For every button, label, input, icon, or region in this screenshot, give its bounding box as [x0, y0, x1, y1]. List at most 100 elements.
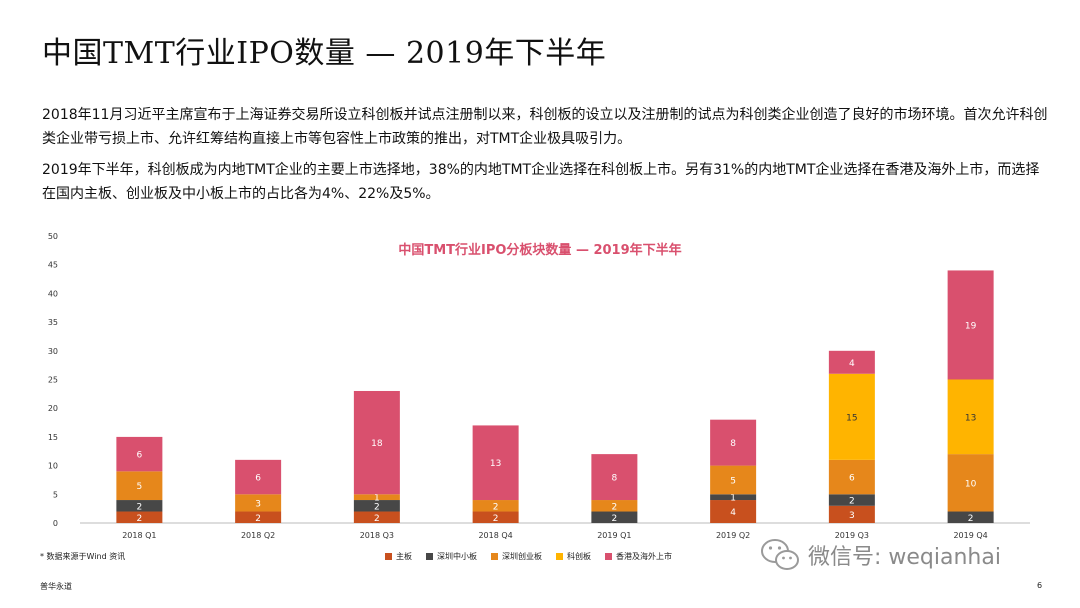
legend-item: 主板 [385, 551, 412, 562]
bar-data-label: 2 [493, 514, 499, 524]
bar-data-label: 2 [612, 514, 618, 524]
bar-segment [828, 494, 875, 506]
legend-item: 科创板 [556, 551, 591, 562]
bar-data-label: 15 [846, 413, 857, 423]
bar-data-label: 8 [612, 474, 618, 484]
chart-legend: 主板 深圳中小板 深圳创业板 科创板 香港及海外上市 [385, 551, 672, 562]
y-tick-label: 10 [48, 462, 58, 471]
x-tick-label: 2018 Q1 [122, 531, 156, 540]
bar-segment [710, 500, 757, 523]
wechat-icon [761, 539, 799, 570]
bar-segment [591, 454, 638, 501]
bar-data-label: 2 [849, 497, 855, 507]
bar-segment [353, 500, 400, 512]
bar-segment [947, 511, 994, 523]
x-tick-label: 2019 Q3 [835, 531, 869, 540]
x-tick-label: 2018 Q3 [360, 531, 394, 540]
chart-title: 中国TMT行业IPO分板块数量 — 2019年下半年 [398, 242, 681, 258]
bar-data-label: 19 [965, 321, 977, 331]
bar-data-label: 13 [965, 413, 976, 423]
brand-name: 普华永道 [40, 582, 72, 591]
x-tick-label: 2019 Q1 [597, 531, 631, 540]
bar-data-label: 2 [255, 514, 261, 524]
bar-segment [828, 373, 875, 460]
legend-label: 主板 [396, 552, 412, 561]
x-tick-label: 2018 Q4 [478, 531, 512, 540]
legend-label: 深圳创业板 [502, 552, 542, 561]
y-tick-label: 20 [48, 404, 58, 413]
wechat-id-text: 微信号: weqianhai [808, 545, 1001, 570]
data-source-footnote: * 数据来源于Wind 资讯 [40, 552, 126, 561]
bar-segment [116, 500, 163, 512]
bar-data-label: 1 [374, 494, 380, 504]
intro-paragraph-2: 2019年下半年，科创板成为内地TMT企业的主要上市选择地，38%的内地TMT企… [42, 162, 1040, 202]
legend-item: 深圳创业板 [491, 551, 542, 562]
bar-data-label: 2 [493, 502, 499, 512]
bar-segment [591, 500, 638, 512]
legend-swatch [385, 553, 392, 560]
y-tick-label: 0 [53, 519, 58, 528]
y-tick-label: 5 [53, 490, 58, 499]
bar-data-label: 2 [137, 502, 143, 512]
bar-data-label: 13 [490, 459, 501, 469]
y-tick-label: 35 [48, 318, 58, 327]
bar-segment [947, 270, 994, 380]
legend-swatch [491, 553, 498, 560]
bar-data-label: 2 [374, 514, 380, 524]
wechat-watermark: 微信号: weqianhai [760, 538, 1001, 572]
legend-item: 香港及海外上市 [605, 551, 672, 562]
x-tick-label: 2019 Q4 [953, 531, 987, 540]
bar-data-label: 1 [730, 494, 736, 504]
bar-data-label: 4 [849, 359, 855, 369]
bar-data-label: 6 [137, 451, 143, 461]
bar-segment [947, 454, 994, 512]
bar-segment [353, 511, 400, 523]
bar-data-label: 5 [137, 482, 143, 492]
bar-data-label: 6 [255, 474, 261, 484]
bar-data-label: 3 [849, 511, 855, 521]
bar-segment [116, 436, 163, 472]
bar-segment [235, 459, 282, 495]
bar-data-label: 2 [612, 502, 618, 512]
bar-segment [828, 459, 875, 495]
bar-data-label: 4 [730, 508, 736, 518]
legend-label: 香港及海外上市 [616, 552, 672, 561]
bar-segment [235, 511, 282, 523]
bar-segment [472, 425, 519, 501]
page-title: 中国TMT行业IPO数量 — 2019年下半年 [42, 36, 607, 71]
bar-data-label: 5 [730, 476, 736, 486]
legend-swatch [605, 553, 612, 560]
x-tick-label: 2018 Q2 [241, 531, 275, 540]
bar-segment [116, 471, 163, 501]
bar-segment [353, 494, 400, 501]
y-tick-label: 40 [48, 289, 58, 298]
x-tick-label: 2019 Q2 [716, 531, 750, 540]
bar-segment [591, 511, 638, 523]
bar-segment [472, 500, 519, 512]
bar-data-label: 8 [730, 439, 736, 449]
bar-data-label: 2 [374, 502, 380, 512]
legend-item: 深圳中小板 [426, 551, 477, 562]
bar-data-label: 2 [968, 514, 974, 524]
bar-segment [353, 390, 400, 495]
y-tick-label: 30 [48, 347, 58, 356]
page-number: 6 [1037, 581, 1043, 590]
bar-segment [828, 350, 875, 374]
y-tick-label: 45 [48, 261, 58, 270]
bar-data-label: 18 [371, 439, 383, 449]
bar-segment [947, 379, 994, 455]
bar-segment [710, 465, 757, 495]
bar-segment [116, 511, 163, 523]
legend-swatch [426, 553, 433, 560]
legend-label: 深圳中小板 [437, 552, 477, 561]
bar-segment [828, 505, 875, 523]
y-tick-label: 50 [48, 232, 58, 241]
ipo-stacked-bar-chart: 中国TMT行业IPO分板块数量 — 2019年下半年05101520253035… [48, 232, 1030, 540]
bar-data-label: 3 [255, 499, 261, 509]
bar-segment [710, 419, 757, 466]
intro-paragraph-1: 2018年11月习近平主席宣布于上海证券交易所设立科创板并试点注册制以来，科创板… [42, 107, 1048, 147]
bar-segment [472, 511, 519, 523]
bar-data-label: 10 [965, 479, 977, 489]
legend-swatch [556, 553, 563, 560]
y-tick-label: 15 [48, 433, 58, 442]
